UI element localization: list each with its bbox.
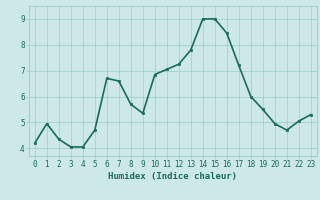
X-axis label: Humidex (Indice chaleur): Humidex (Indice chaleur): [108, 172, 237, 181]
